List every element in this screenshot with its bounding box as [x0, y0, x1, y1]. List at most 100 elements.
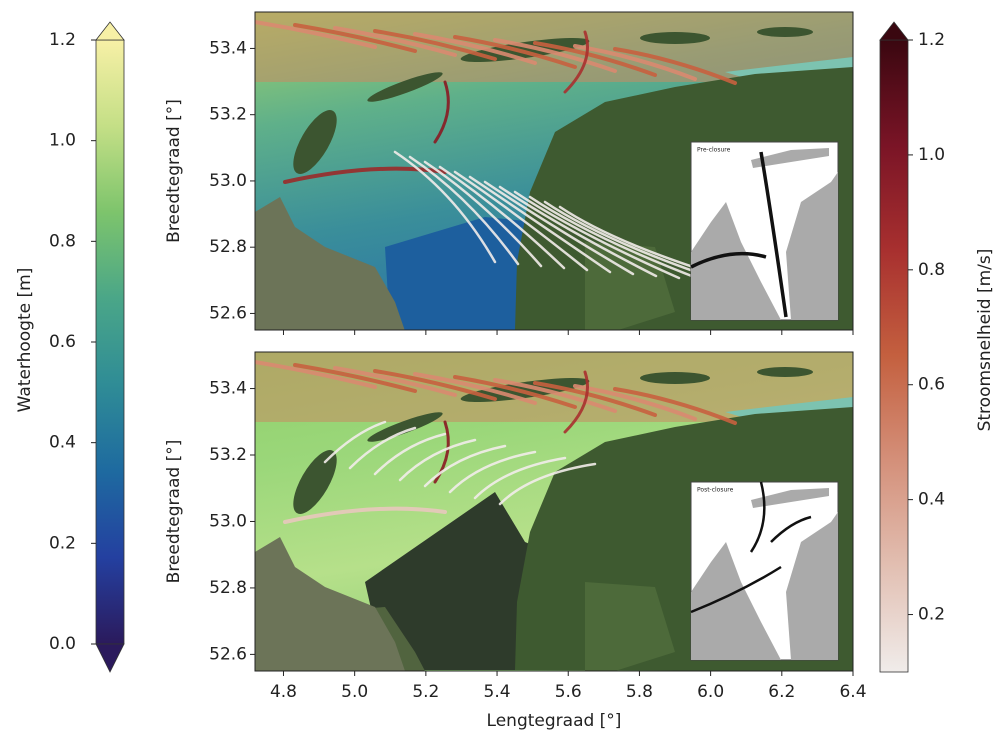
colorbar-extend-max	[95, 21, 125, 41]
inset: Post-closure	[690, 481, 839, 661]
streamline	[533, 41, 657, 77]
colorbar-tick-label: 0.6	[918, 375, 945, 395]
streamline	[468, 175, 612, 274]
inset-land	[751, 148, 829, 168]
streamline	[613, 47, 737, 85]
streamline	[438, 165, 566, 270]
streamline	[493, 378, 617, 413]
ameland	[640, 32, 710, 44]
streamline	[433, 420, 450, 484]
streamline	[433, 80, 450, 144]
y-tick-label: 53.4	[209, 379, 247, 399]
x-tick-label: 5.4	[484, 682, 511, 702]
streamline	[255, 360, 377, 389]
streamline	[423, 160, 543, 268]
x-tick-label: 6.2	[768, 682, 795, 702]
colorbar-tick-label: 0.2	[49, 533, 76, 553]
colorbar	[879, 39, 909, 673]
x-tick-label: 6.0	[697, 682, 724, 702]
inset-arrow	[690, 251, 767, 269]
streamline	[333, 366, 457, 397]
streamline	[393, 150, 497, 264]
colorbar-tick-label: 0.2	[918, 605, 945, 625]
streamline	[408, 155, 520, 266]
inset-land	[691, 202, 781, 320]
texel	[293, 450, 337, 514]
y-axis-label: Breedtegraad [°]	[164, 440, 184, 584]
streamline	[473, 456, 567, 500]
terschelling	[460, 37, 590, 63]
colorbar-tick-label: 1.2	[918, 30, 945, 50]
inset-arrow	[759, 151, 788, 318]
streamline	[323, 420, 387, 464]
streamline	[348, 426, 417, 470]
streamline	[373, 432, 447, 476]
colorbar-tick-label: 1.0	[49, 131, 76, 151]
y-tick-label: 53.0	[209, 511, 247, 531]
axes-frame	[254, 11, 854, 331]
y-axis-label: Breedtegraad [°]	[164, 99, 184, 243]
inset-label: Post-closure	[697, 487, 734, 494]
streamline	[513, 190, 681, 280]
colorbar-extend-max	[879, 21, 909, 41]
streamline	[613, 387, 737, 425]
flevo	[585, 582, 675, 671]
streamline	[528, 195, 704, 282]
schiermonnikoog	[757, 27, 813, 37]
streamline	[453, 170, 589, 272]
flevo	[585, 242, 675, 330]
streamline	[563, 370, 589, 434]
inset-arrow	[749, 481, 766, 553]
map-panel	[255, 12, 853, 330]
colorbar-tick-label: 0.0	[49, 634, 76, 654]
x-tick-label: 5.8	[626, 682, 653, 702]
streamline	[498, 185, 658, 278]
colorbar-tick-label: 0.6	[49, 332, 76, 352]
streamline	[413, 32, 537, 65]
inset-land	[691, 542, 781, 660]
y-tick-label: 52.8	[209, 237, 247, 257]
streamline	[493, 38, 617, 73]
colorbar	[95, 39, 125, 645]
streamline	[563, 30, 589, 94]
colorbar-tick-label: 0.8	[49, 231, 76, 251]
inset-arrow	[690, 565, 782, 614]
inset-arrow	[770, 515, 812, 543]
streamline	[333, 26, 457, 57]
streamline	[413, 372, 537, 405]
y-tick-label: 52.8	[209, 578, 247, 598]
inset-land	[751, 488, 829, 508]
streamline	[448, 450, 537, 494]
texel	[293, 110, 337, 174]
streamline	[483, 180, 635, 276]
north-holland	[255, 537, 405, 671]
streamline	[453, 375, 577, 409]
streamline	[498, 462, 597, 506]
ameland	[640, 372, 710, 384]
y-tick-label: 52.6	[209, 303, 247, 323]
streamline	[373, 369, 497, 401]
y-tick-label: 52.6	[209, 644, 247, 664]
streamline	[293, 363, 417, 393]
colorbar-tick-label: 0.8	[918, 260, 945, 280]
streamline	[453, 35, 577, 69]
inset-land	[786, 512, 838, 660]
streamline	[533, 381, 657, 417]
colorbar-tick-label: 0.4	[918, 490, 945, 510]
x-tick-label: 5.2	[412, 682, 439, 702]
axes-frame	[254, 351, 854, 672]
terschelling	[460, 377, 590, 403]
x-tick-label: 4.8	[270, 682, 297, 702]
vlieland	[367, 412, 443, 442]
vlieland	[367, 72, 443, 102]
inset-land	[786, 172, 838, 320]
x-tick-label: 5.0	[341, 682, 368, 702]
y-tick-label: 53.2	[209, 445, 247, 465]
y-tick-label: 53.4	[209, 38, 247, 58]
north-holland	[255, 197, 405, 330]
colorbar-tick-label: 1.0	[918, 145, 945, 165]
colorbar-label: Stroomsnelheid [m/s]	[975, 249, 995, 432]
streamline	[423, 444, 507, 488]
schiermonnikoog	[757, 367, 813, 377]
